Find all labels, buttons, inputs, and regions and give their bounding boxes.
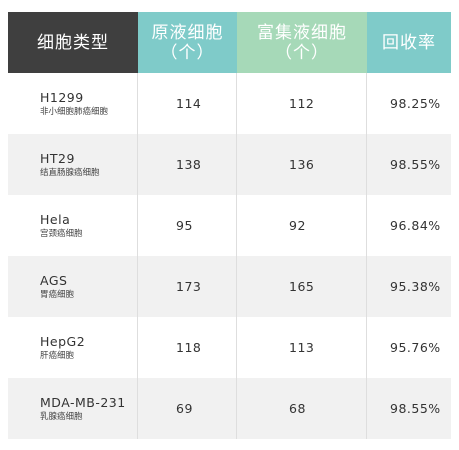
recovery-rate-value: 95.38% — [390, 279, 441, 294]
enriched-count: 136 — [237, 134, 367, 195]
original-count-value: 114 — [176, 96, 202, 111]
header-cell-type-label: 细胞类型 — [37, 32, 109, 53]
cell-line-name: H1299 — [40, 89, 84, 105]
recovery-rate-value: 96.84% — [390, 218, 441, 233]
cell-line-description: 肝癌细胞 — [40, 350, 75, 361]
cell-line-name: AGS — [40, 272, 68, 288]
original-count-value: 138 — [176, 157, 202, 172]
enriched-count-value: 113 — [289, 340, 315, 355]
enriched-count: 112 — [237, 73, 367, 134]
header-recovery-rate: 回收率 — [367, 12, 451, 73]
enriched-count-value: 68 — [289, 401, 306, 416]
recovery-rate-value: 98.55% — [390, 401, 441, 416]
cell-type: MDA-MB-231 乳腺癌细胞 — [8, 378, 138, 439]
recovery-rate-value: 95.76% — [390, 340, 441, 355]
header-original-count-unit: （个） — [160, 42, 215, 63]
original-count: 95 — [138, 195, 237, 256]
cell-line-name: HT29 — [40, 150, 75, 166]
enriched-count-value: 92 — [289, 218, 306, 233]
enriched-count: 165 — [237, 256, 367, 317]
cell-line-description: 宫颈癌细胞 — [40, 228, 83, 239]
original-count: 118 — [138, 317, 237, 378]
cell-line-name: Hela — [40, 211, 71, 227]
cell-line-name: MDA-MB-231 — [40, 394, 126, 410]
recovery-rate: 98.55% — [367, 378, 451, 439]
original-count: 114 — [138, 73, 237, 134]
table-row: HT29 结直肠腺癌细胞 138 136 98.55% — [8, 134, 451, 195]
original-count: 69 — [138, 378, 237, 439]
enriched-count-value: 136 — [289, 157, 315, 172]
cell-recovery-table: 细胞类型 原液细胞 （个） 富集液细胞 （个） 回收率 H1299 非小细胞肺癌… — [8, 12, 451, 439]
original-count: 138 — [138, 134, 237, 195]
header-enriched-count-unit: （个） — [275, 42, 329, 63]
header-enriched-count: 富集液细胞 （个） — [237, 12, 367, 73]
cell-line-description: 胃癌细胞 — [40, 289, 75, 300]
enriched-count: 68 — [237, 378, 367, 439]
cell-line-description: 结直肠腺癌细胞 — [40, 167, 100, 178]
enriched-count-value: 165 — [289, 279, 315, 294]
recovery-rate: 95.76% — [367, 317, 451, 378]
cell-type: HepG2 肝癌细胞 — [8, 317, 138, 378]
original-count: 173 — [138, 256, 237, 317]
header-original-count-label: 原液细胞 — [151, 22, 224, 43]
header-original-count: 原液细胞 （个） — [138, 12, 237, 73]
original-count-value: 118 — [176, 340, 202, 355]
cell-line-description: 非小细胞肺癌细胞 — [40, 106, 109, 117]
cell-type: Hela 宫颈癌细胞 — [8, 195, 138, 256]
cell-type: H1299 非小细胞肺癌细胞 — [8, 73, 138, 134]
original-count-value: 95 — [176, 218, 193, 233]
cell-line-name: HepG2 — [40, 333, 86, 349]
recovery-rate-value: 98.55% — [390, 157, 441, 172]
recovery-rate: 98.25% — [367, 73, 451, 134]
recovery-rate: 98.55% — [367, 134, 451, 195]
enriched-count: 92 — [237, 195, 367, 256]
enriched-count: 113 — [237, 317, 367, 378]
header-recovery-rate-label: 回收率 — [382, 32, 436, 53]
header-cell-type: 细胞类型 — [8, 12, 138, 73]
table-row: Hela 宫颈癌细胞 95 92 96.84% — [8, 195, 451, 256]
table-header: 细胞类型 原液细胞 （个） 富集液细胞 （个） 回收率 — [8, 12, 451, 73]
enriched-count-value: 112 — [289, 96, 315, 111]
table-row: H1299 非小细胞肺癌细胞 114 112 98.25% — [8, 73, 451, 134]
cell-line-description: 乳腺癌细胞 — [40, 411, 83, 422]
cell-type: AGS 胃癌细胞 — [8, 256, 138, 317]
recovery-rate: 95.38% — [367, 256, 451, 317]
table-row: AGS 胃癌细胞 173 165 95.38% — [8, 256, 451, 317]
original-count-value: 173 — [176, 279, 202, 294]
header-enriched-count-label: 富集液细胞 — [257, 22, 347, 43]
cell-type: HT29 结直肠腺癌细胞 — [8, 134, 138, 195]
table-row: HepG2 肝癌细胞 118 113 95.76% — [8, 317, 451, 378]
recovery-rate-value: 98.25% — [390, 96, 441, 111]
table-row: MDA-MB-231 乳腺癌细胞 69 68 98.55% — [8, 378, 451, 439]
original-count-value: 69 — [176, 401, 193, 416]
recovery-rate: 96.84% — [367, 195, 451, 256]
